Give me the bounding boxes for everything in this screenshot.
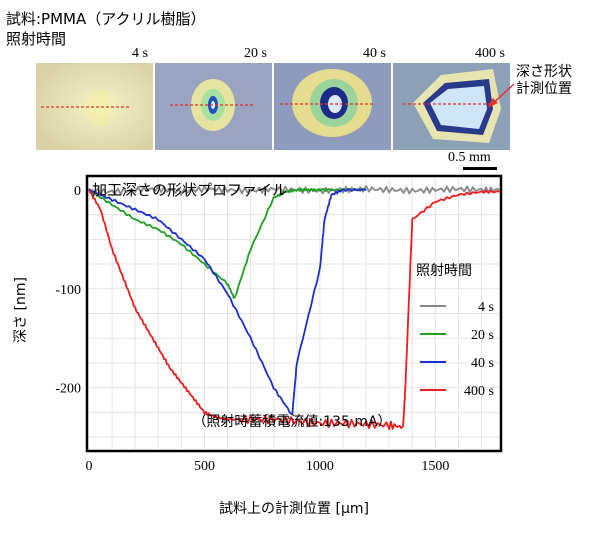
micrograph-20s xyxy=(155,63,272,150)
series-line-400s xyxy=(88,189,501,430)
legend-label: 400 s xyxy=(464,384,494,399)
y-tick-label: 0 xyxy=(74,184,81,199)
legend-label: 40 s xyxy=(471,356,494,371)
micrograph-40s xyxy=(274,63,391,150)
y-axis-label: 深さ [nm] xyxy=(13,277,29,343)
y-tick-label: -200 xyxy=(55,382,81,397)
irradiation-time-heading: 照射時間 xyxy=(6,30,67,48)
legend-label: 20 s xyxy=(471,328,494,343)
series-line-20s xyxy=(88,187,367,299)
time-label-4s: 4 s xyxy=(132,46,148,61)
series-line-40s xyxy=(88,187,367,416)
x-tick-label: 1500 xyxy=(421,459,449,474)
plot-frame xyxy=(85,174,503,453)
scale-bar xyxy=(463,167,497,170)
depth-label-line1: 深さ形状 xyxy=(516,64,572,80)
chart-title: 加工深さの形状プロファイル xyxy=(92,181,287,199)
x-tick-label: 0 xyxy=(86,459,93,474)
legend: 照射時間 4 s 20 s 40 s 400 s xyxy=(416,263,494,399)
depth-label-line2: 計測位置 xyxy=(516,81,572,97)
sample-label: 試料:PMMA（アクリル樹脂） xyxy=(6,10,206,28)
depth-pointer-arrowhead xyxy=(487,98,498,108)
micrograph-4s xyxy=(36,63,153,150)
x-tick-label: 500 xyxy=(194,459,215,474)
chart-annotation: （照射時蓄積電流値:135 mA） xyxy=(192,414,391,430)
scale-label: 0.5 mm xyxy=(448,150,491,165)
grid xyxy=(89,178,500,449)
y-tick-label: -100 xyxy=(55,283,81,298)
legend-label: 4 s xyxy=(478,300,494,315)
time-label-40s: 40 s xyxy=(363,46,386,61)
tick-labels: 0 500 1000 1500 0 -100 -200 xyxy=(55,184,449,474)
depth-measurement-label: 深さ形状 計測位置 xyxy=(516,64,572,98)
time-label-20s: 20 s xyxy=(244,46,267,61)
legend-title: 照射時間 xyxy=(416,263,472,279)
x-axis-label: 試料上の計測位置 [μm] xyxy=(219,501,369,517)
x-tick-label: 1000 xyxy=(306,459,334,474)
series-layer xyxy=(88,185,501,430)
time-label-400s: 400 s xyxy=(475,46,505,61)
